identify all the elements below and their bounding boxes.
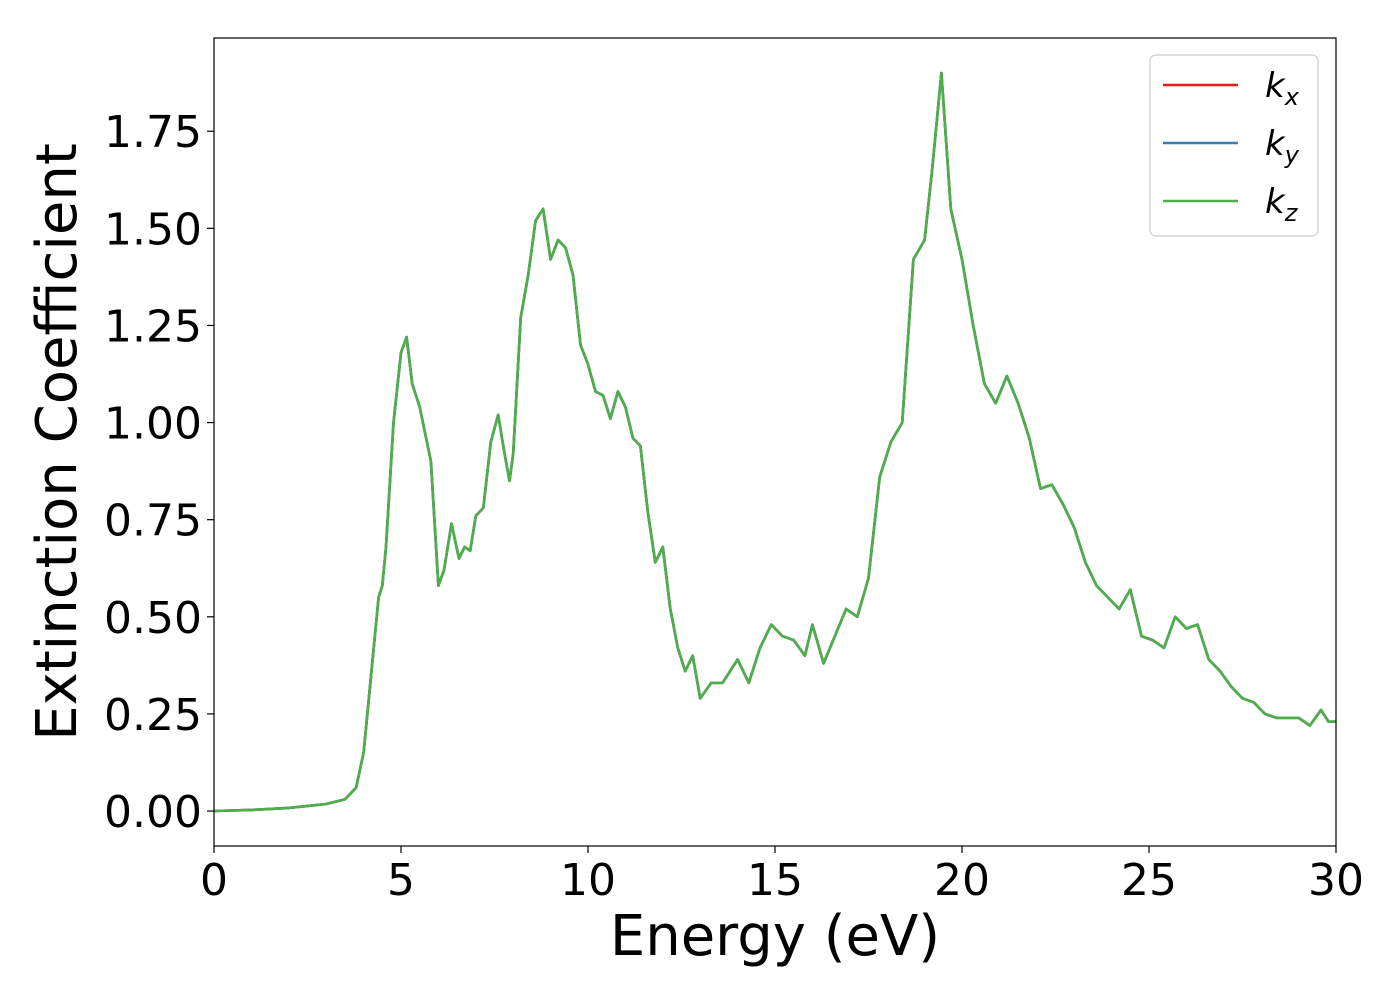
y-tick-label: 0.25 [104,690,202,741]
y-tick-label: 1.25 [104,301,202,352]
y-axis-ticks: 0.00 0.25 0.50 0.75 1.00 1.25 1.50 1.75 [104,107,214,838]
x-tick-label: 10 [560,855,616,906]
y-tick-label: 0.50 [104,593,202,644]
x-tick-label: 30 [1308,855,1364,906]
y-tick-label: 0.75 [104,496,202,547]
series-layer [213,71,1336,813]
legend-label-ky: ky [1265,124,1300,169]
legend-label-subscript: x [1284,83,1300,111]
legend-label-subscript: z [1284,199,1299,227]
legend-label-kz: kz [1265,182,1299,227]
x-axis-label: Energy (eV) [610,904,940,969]
series-line-kz [213,71,1336,813]
x-axis-ticks: 0 5 10 15 20 25 30 [200,846,1364,906]
x-tick-label: 20 [934,855,990,906]
legend-label-base: k [1265,182,1286,222]
x-tick-label: 5 [387,855,415,906]
legend-label-kx: kx [1265,66,1300,111]
y-tick-label: 1.75 [104,107,202,158]
legend-label-base: k [1265,124,1286,164]
y-tick-label: 1.50 [104,204,202,255]
y-tick-label: 0.00 [104,787,202,838]
y-axis-label: Extinction Coefficient [25,143,90,741]
legend-box [1149,54,1319,237]
y-tick-label: 1.00 [104,399,202,450]
x-tick-label: 15 [747,855,803,906]
x-tick-label: 25 [1121,855,1177,906]
legend-label-base: k [1265,66,1286,106]
legend-label-subscript: y [1284,141,1300,169]
x-tick-label: 0 [200,855,228,906]
